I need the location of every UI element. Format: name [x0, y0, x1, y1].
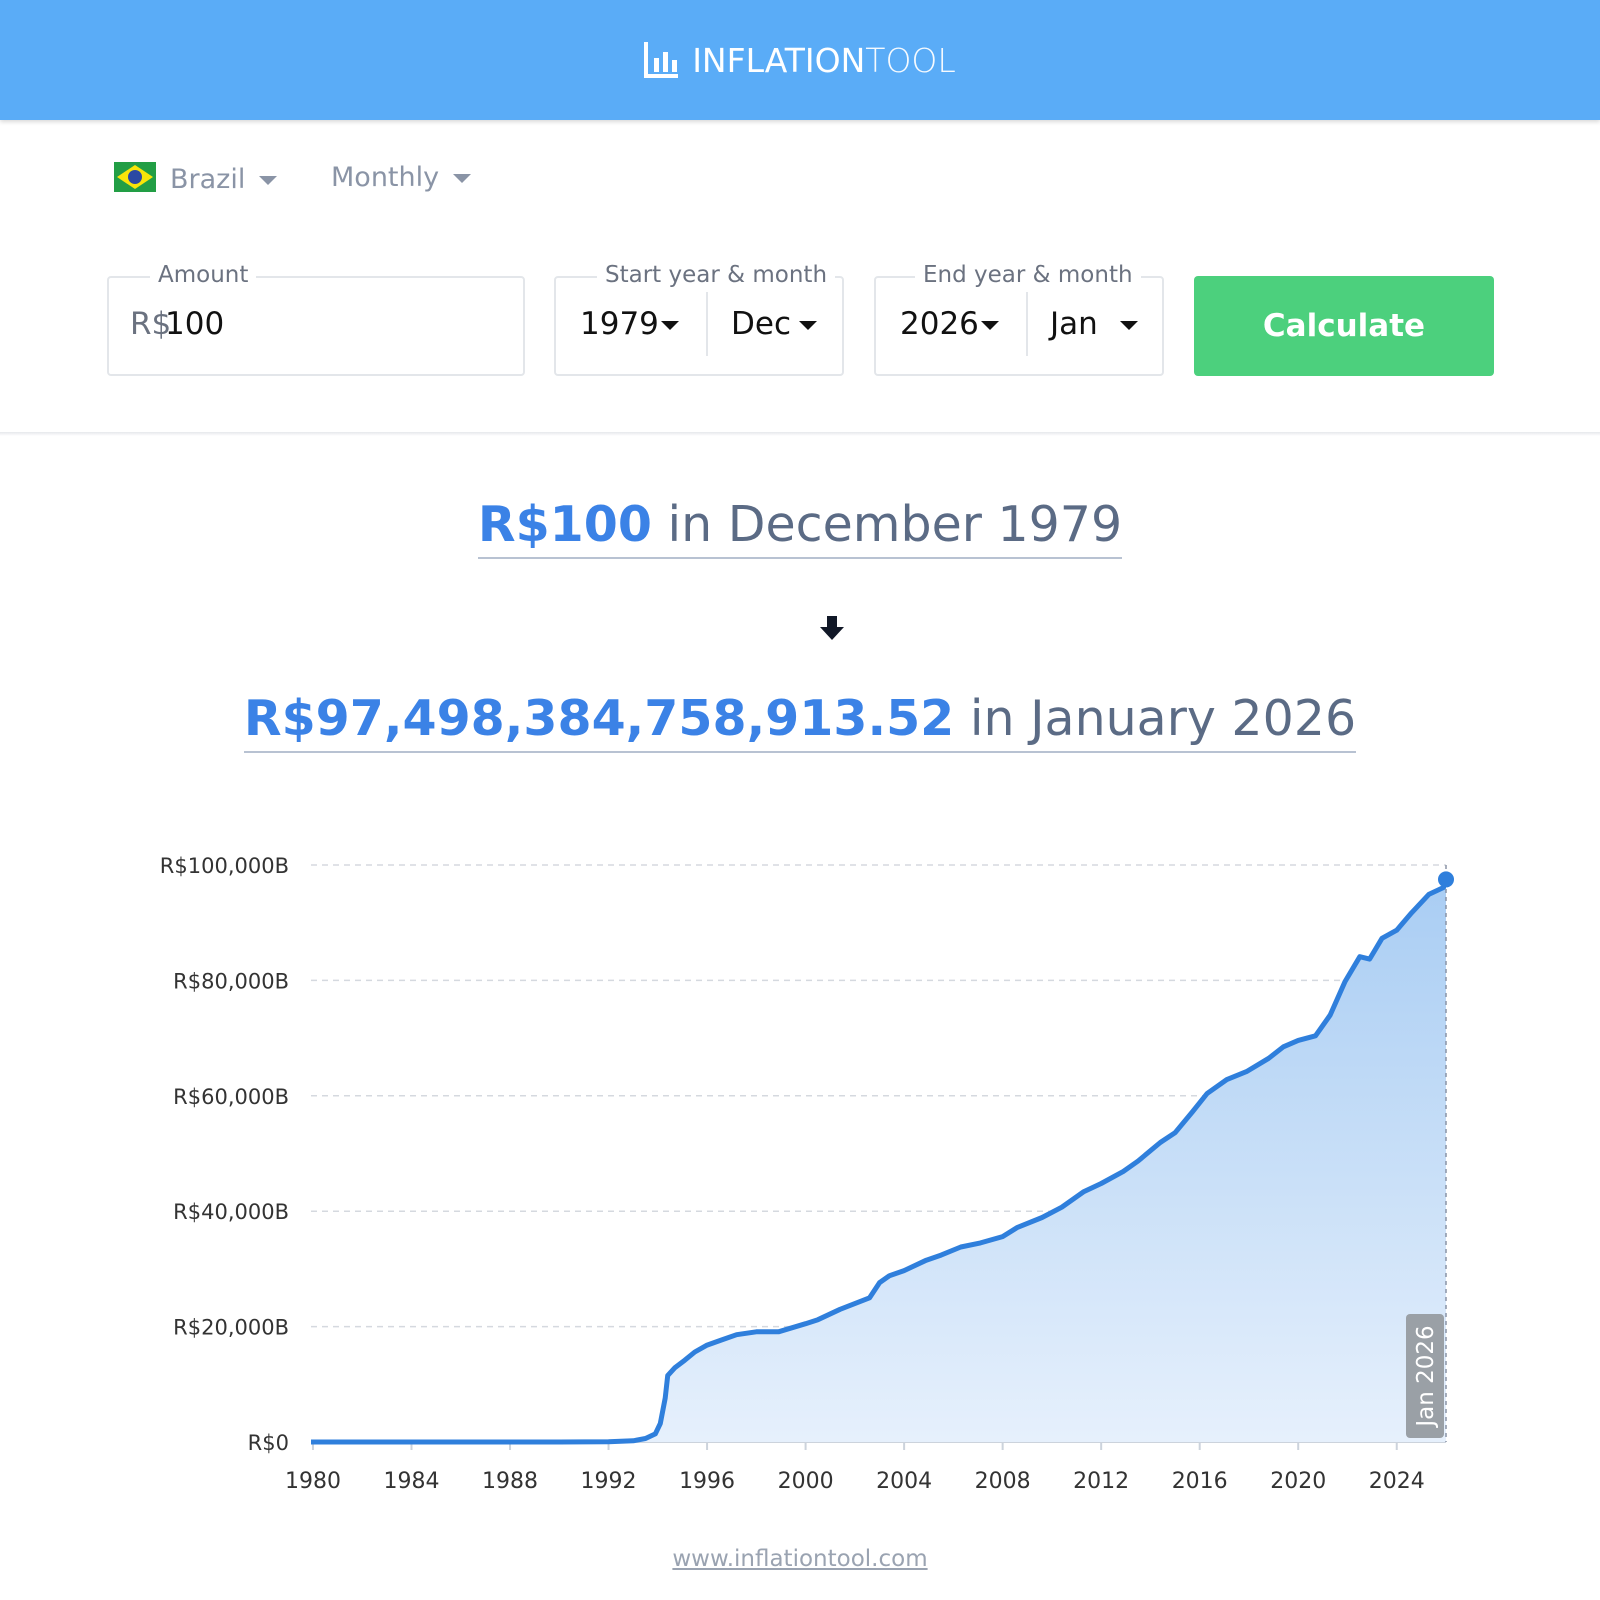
annotation-box [1406, 1314, 1444, 1438]
field-label: Amount [150, 262, 257, 288]
end-year[interactable]: 2026 [900, 306, 999, 342]
y-tick-label: R$100,000B [160, 854, 289, 878]
annotation: Jan 2026 [1413, 1325, 1439, 1428]
x-tick-label: 1988 [482, 1469, 538, 1494]
result-from: R$100 in December 1979 [0, 496, 1600, 559]
divider [706, 292, 708, 356]
country-dropdown[interactable]: Brazil [114, 162, 278, 195]
logo[interactable]: INFLATIONTOOL [0, 40, 1600, 80]
x-tick-label: 1996 [679, 1469, 735, 1494]
arrow-down [820, 616, 844, 640]
result-to: R$97,498,384,758,913.52 in January 2026 [0, 690, 1600, 753]
line [311, 878, 1449, 1445]
area [311, 879, 1446, 1442]
from-amount: R$100 [477, 496, 652, 553]
divider [0, 432, 1600, 436]
y-tick-label: R$80,000B [173, 969, 289, 993]
frequency: Monthly [331, 162, 440, 193]
footer-link[interactable]: www.inflationtool.com [672, 1546, 928, 1572]
amount-input[interactable] [107, 276, 525, 376]
x-tick-label: 2024 [1369, 1469, 1425, 1494]
x-tick-label: 2020 [1270, 1469, 1326, 1494]
start-month[interactable]: Dec [731, 306, 817, 342]
x-tick-label: 1984 [383, 1469, 439, 1494]
from-text: in December 1979 [667, 496, 1123, 553]
flag [114, 162, 156, 192]
x-tick-label: 2012 [1073, 1469, 1129, 1494]
currency: R$ [130, 306, 172, 342]
end-year-text: 2026 [900, 306, 979, 342]
x-tick-label: 2000 [778, 1469, 834, 1494]
x-tick-label: 2008 [975, 1469, 1031, 1494]
to-amount: R$97,498,384,758,913.52 [243, 690, 955, 747]
start-year[interactable]: 1979 [580, 306, 679, 342]
y-tick-label: R$60,000B [173, 1085, 289, 1109]
x-tick-label: 2004 [876, 1469, 932, 1494]
chart: R$0 R$20,000B R$40,000B R$60,000B R$80,000B R… [160, 854, 1454, 1494]
country: Brazil [170, 164, 246, 195]
y-tick-label: R$0 [248, 1431, 289, 1455]
end-month[interactable]: Jan [1050, 306, 1138, 342]
end-month-text: Jan [1050, 306, 1098, 342]
x-tick-label: 1992 [581, 1469, 637, 1494]
header [0, 0, 1600, 120]
x-tick-label: 1980 [285, 1469, 341, 1494]
start-year-text: 1979 [580, 306, 659, 342]
to-text: in January 2026 [969, 690, 1357, 747]
frequency-dropdown[interactable]: Monthly [331, 162, 472, 193]
y-tick-label: R$40,000B [173, 1200, 289, 1224]
field-label: Start year & month [597, 262, 836, 288]
start-month-text: Dec [731, 306, 791, 342]
logo-icon [644, 42, 679, 78]
logo-text: TOOL [865, 41, 956, 80]
amount: 100 [165, 306, 225, 342]
end-point [1438, 871, 1454, 888]
y-tick-label: R$20,000B [173, 1316, 289, 1340]
field-label: End year & month [915, 262, 1141, 288]
divider [1026, 292, 1028, 356]
x-tick-label: 2016 [1172, 1469, 1228, 1494]
logo-text: INFLATION [692, 41, 866, 80]
calculate-button[interactable]: Calculate [1194, 276, 1494, 376]
